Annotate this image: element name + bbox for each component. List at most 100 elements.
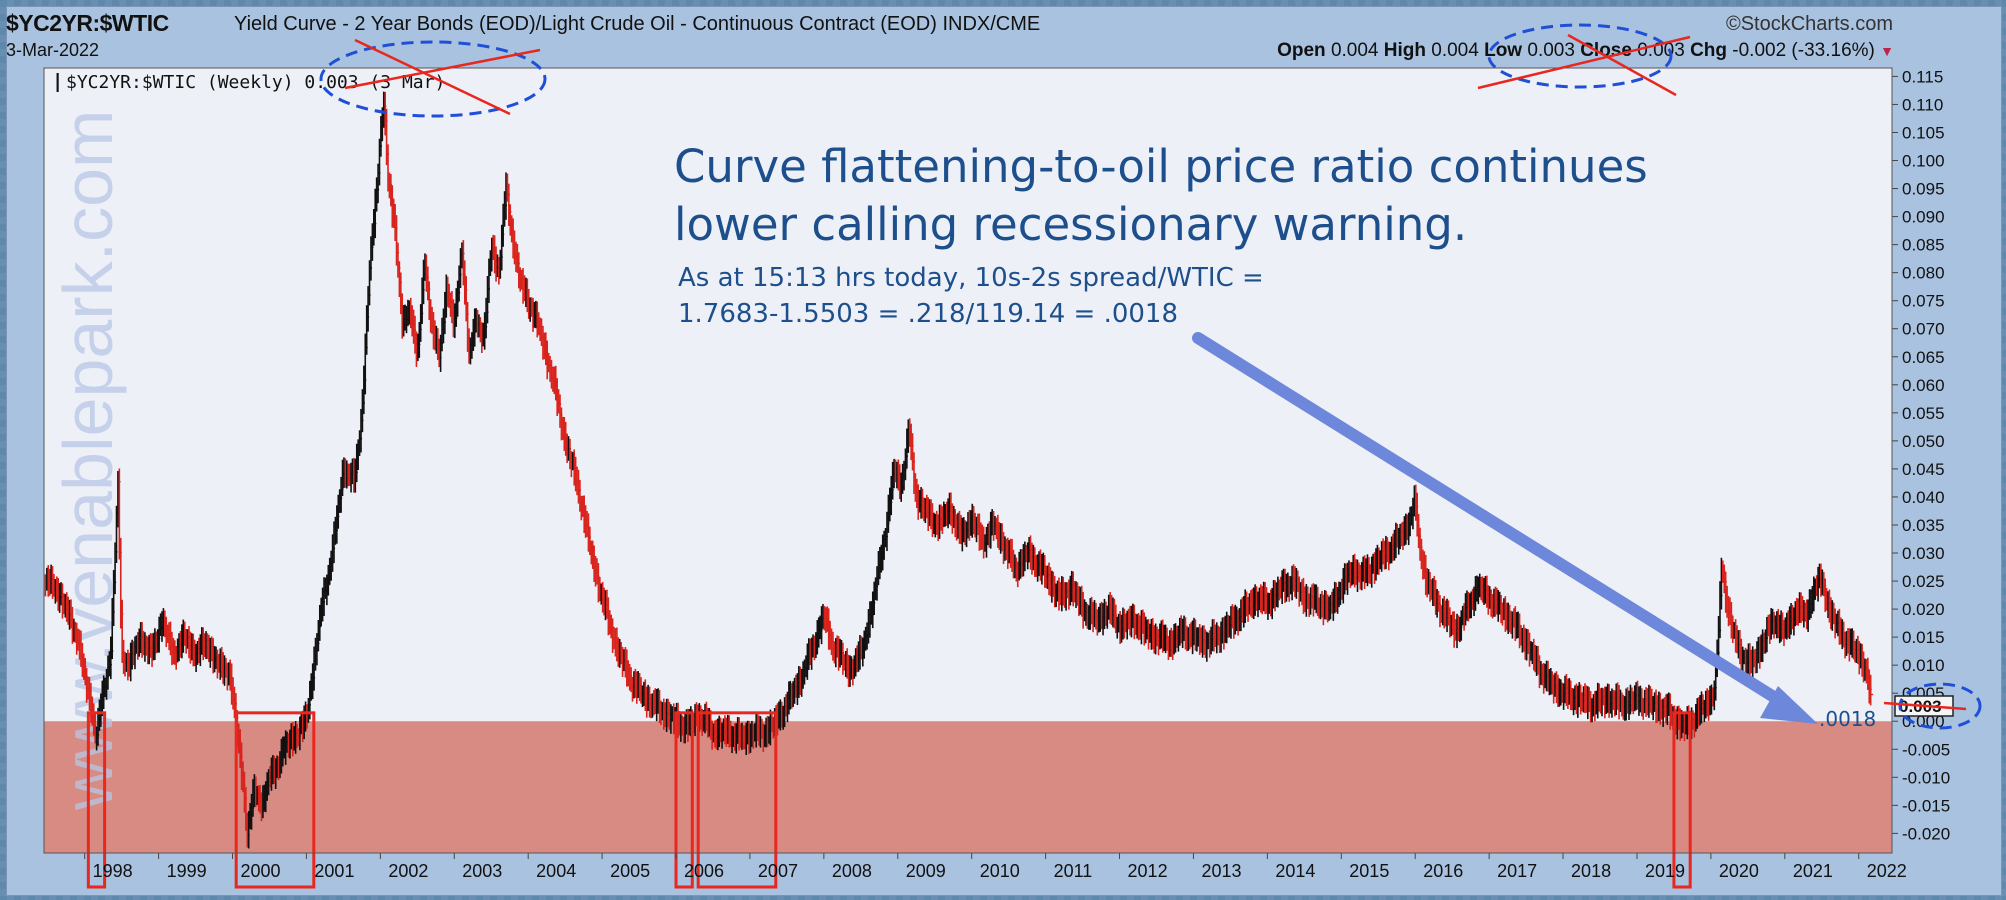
chg-label: Chg [1690, 40, 1727, 61]
markup-circles [319, 23, 1982, 730]
y-tick-label: 0.060 [1902, 376, 1945, 395]
y-tick-label: 0.075 [1902, 292, 1945, 311]
cross-line [344, 48, 541, 90]
y-tick-label: 0.065 [1902, 348, 1945, 367]
y-tick-label: 0.080 [1902, 264, 1945, 283]
highlight-box [696, 711, 778, 889]
candlestick-icon: ▕▏ [48, 72, 67, 92]
y-tick-label: 0.095 [1902, 180, 1945, 199]
x-tick-label: 2020 [1719, 861, 1759, 881]
close-label: Close [1580, 40, 1632, 61]
y-tick-label: 0.045 [1902, 460, 1945, 479]
y-tick-label: 0.105 [1902, 123, 1945, 142]
x-tick-label: 2016 [1423, 861, 1463, 881]
symbol-title: $YC2YR:$WTIC [6, 10, 169, 36]
x-tick-label: 2005 [610, 861, 650, 881]
down-triangle-icon: ▼ [1880, 43, 1894, 59]
plot-border [43, 67, 1893, 854]
legend: ▕▏ $YC2YR:$WTIC (Weekly) 0.003 (3 Mar) [48, 72, 445, 93]
annotation-headline-2: lower calling recessionary warning. [674, 198, 1467, 251]
x-tick-label: 2022 [1867, 861, 1907, 881]
y-tick-label: 0.070 [1902, 320, 1945, 339]
y-tick-label: -0.020 [1902, 824, 1950, 843]
price-series [44, 91, 1874, 849]
high-label: High [1383, 40, 1426, 61]
high-value: 0.004 [1431, 40, 1479, 61]
cross-line [1567, 33, 1677, 97]
x-tick-label: 2011 [1054, 861, 1093, 881]
highlight-box [86, 711, 107, 889]
highlight-box [1672, 711, 1692, 889]
circle-legend-value [319, 40, 547, 118]
y-tick-label: 0.030 [1902, 544, 1945, 563]
cross-line [1477, 35, 1691, 90]
x-tick-label: 2008 [832, 861, 872, 881]
x-tick-label: 2021 [1793, 861, 1833, 881]
y-tick-label: 0.035 [1902, 516, 1945, 535]
cross-line [1883, 701, 1967, 711]
x-tick-label: 2007 [758, 861, 798, 881]
symbol-description: Yield Curve - 2 Year Bonds (EOD)/Light C… [234, 13, 1041, 35]
circle-last-value [1898, 682, 1982, 730]
x-tick-label: 2010 [980, 861, 1020, 881]
highlight-boxes [86, 711, 1692, 889]
chg-value: -0.002 (-33.16%) [1732, 40, 1875, 61]
x-axis: 1998 1999 2000 2001 2002 2003 2004 2005 2006 2007… [84, 853, 1907, 881]
annotation-note-1: As at 15:13 hrs today, 10s-2s spread/WTI… [678, 263, 1264, 293]
arrow-head [1760, 686, 1818, 724]
x-tick-label: 2009 [906, 861, 946, 881]
y-tick-label: 0.085 [1902, 236, 1945, 255]
y-tick-label: 0.055 [1902, 404, 1945, 423]
markup-crosses [344, 33, 1967, 711]
annotation-arrow [1192, 332, 1818, 724]
x-tick-label: 2000 [240, 861, 280, 881]
y-tick-label: 0.040 [1902, 488, 1945, 507]
y-tick-label: 0.110 [1902, 95, 1943, 114]
x-tick-label: 1999 [167, 861, 207, 881]
y-tick-label: 0.050 [1902, 432, 1945, 451]
highlight-box [234, 711, 316, 889]
x-tick-label: 2014 [1275, 861, 1315, 881]
annotation-headline-1: Curve flattening-to-oil price ratio cont… [674, 140, 1648, 193]
legend-text: $YC2YR:$WTIC (Weekly) 0.003 (3 Mar) [66, 72, 445, 93]
close-value: 0.003 [1637, 40, 1685, 61]
chart-date: 3-Mar-2022 [6, 40, 100, 60]
y-tick-label: -0.010 [1902, 768, 1950, 787]
y-tick-label: 0.100 [1902, 152, 1945, 171]
x-tick-label: 2012 [1128, 861, 1168, 881]
cross-line [354, 38, 511, 116]
y-tick-label: 0.020 [1902, 600, 1945, 619]
watermark: www.venablepark.com [49, 110, 127, 811]
y-tick-label: -0.015 [1902, 796, 1950, 815]
x-tick-label: 2017 [1497, 861, 1537, 881]
low-value: 0.003 [1527, 40, 1575, 61]
arrow-shaft [1192, 332, 1796, 713]
arrow-value-label: .0018 [1819, 707, 1876, 731]
stockcharts-brand[interactable]: ©StockCharts.com [1725, 13, 1893, 35]
x-tick-label: 1998 [93, 861, 133, 881]
x-tick-label: 2015 [1349, 861, 1389, 881]
x-tick-label: 2013 [1201, 861, 1241, 881]
annotation-note-2: 1.7683-1.5503 = .218/119.14 = .0018 [678, 299, 1178, 329]
circle-close-value [1487, 23, 1673, 89]
y-tick-label: -0.005 [1902, 740, 1950, 759]
y-axis: 0.115 0.110 0.105 0.100 0.095 0.090 0.085 0.080… [1892, 67, 1950, 843]
y-tick-label: 0.090 [1902, 208, 1945, 227]
x-tick-label: 2006 [684, 861, 724, 881]
y-tick-label: 0.000 [1902, 712, 1945, 731]
x-tick-label: 2002 [388, 861, 428, 881]
open-value: 0.004 [1330, 40, 1379, 61]
open-label: Open [1277, 40, 1326, 61]
x-tick-label: 2019 [1645, 861, 1685, 881]
ohlc-summary: Open 0.004 High 0.004 Low 0.003 Close 0.… [1277, 40, 1894, 62]
x-tick-label: 2003 [462, 861, 502, 881]
y-tick-label: 0.025 [1902, 572, 1945, 591]
x-tick-label: 2018 [1571, 861, 1611, 881]
y-tick-label: 0.010 [1902, 656, 1945, 675]
y-tick-label: 0.015 [1902, 628, 1945, 647]
recession-zone [44, 721, 1892, 853]
x-tick-label: 2004 [536, 861, 576, 881]
y-tick-label: 0.115 [1902, 67, 1943, 86]
highlight-box [674, 711, 694, 889]
